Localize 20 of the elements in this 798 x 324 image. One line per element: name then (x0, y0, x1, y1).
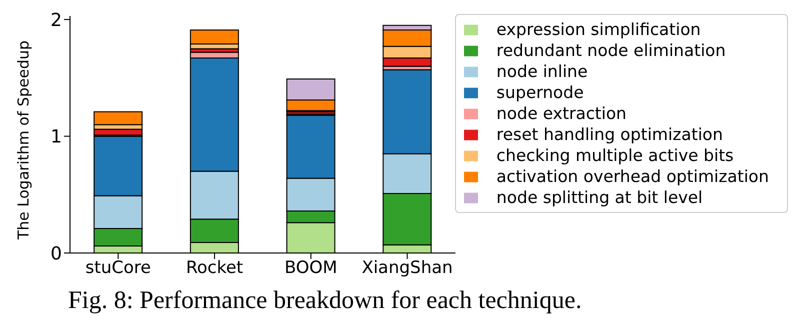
y-tick-label: 0 (50, 243, 62, 264)
caption: Fig. 8: Performance breakdown for each technique. (68, 287, 583, 315)
x-tick-label: stuCore (85, 258, 152, 278)
legend-label: node inline (496, 62, 588, 81)
x-tick-label: Rocket (186, 258, 244, 278)
legend-label: expression simplification (496, 20, 701, 39)
legend-label: node splitting at bit level (496, 188, 703, 207)
legend-label: activation overhead optimization (496, 167, 769, 186)
y-tick-label: 1 (50, 126, 62, 148)
legend-label: redundant node elimination (496, 41, 726, 60)
x-tick-label: XiangShan (362, 258, 453, 278)
y-tick-label: 2 (50, 10, 62, 31)
bar (190, 30, 239, 45)
legend-label: checking multiple active bits (496, 146, 734, 165)
legend-label: supernode (496, 83, 584, 102)
legend-label: node extraction (496, 104, 627, 123)
bar (94, 111, 143, 126)
x-tick-label: BOOM (284, 258, 338, 278)
legend-label: reset handling optimization (496, 125, 723, 144)
y-axis-title: The Logarithm of Speedup (14, 40, 32, 240)
